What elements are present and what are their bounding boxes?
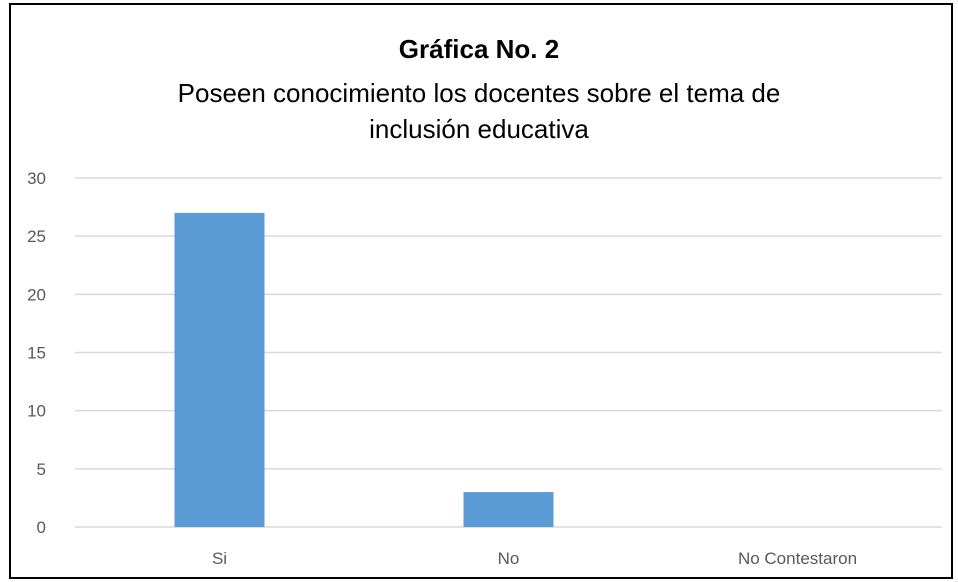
y-tick-label-5: 5 [37, 460, 46, 479]
x-tick-label-si: Si [212, 549, 227, 568]
chart-title: Gráfica No. 2 [398, 34, 560, 64]
x-axis-ticks: Si No No Contestaron [212, 549, 857, 568]
y-tick-label-15: 15 [27, 344, 46, 363]
chart-subtitle-line-1: Poseen conocimiento los docentes sobre e… [177, 78, 781, 108]
y-axis-ticks: 0 5 10 15 20 25 30 [27, 169, 46, 537]
y-tick-label-25: 25 [27, 227, 46, 246]
y-tick-label-30: 30 [27, 169, 46, 188]
y-tick-label-0: 0 [37, 518, 46, 537]
chart-frame [9, 3, 953, 579]
x-tick-label-no: No [498, 549, 520, 568]
y-tick-label-20: 20 [27, 285, 46, 304]
bar-si [174, 212, 265, 527]
chart-subtitle-line-2: inclusión educativa [369, 114, 589, 144]
x-tick-label-no-contestaron: No Contestaron [738, 549, 857, 568]
chart-subtitle: Poseen conocimiento los docentes sobre e… [0, 75, 958, 147]
bar-no [463, 492, 554, 527]
bar-layer [174, 212, 554, 527]
y-tick-label-10: 10 [27, 402, 46, 421]
